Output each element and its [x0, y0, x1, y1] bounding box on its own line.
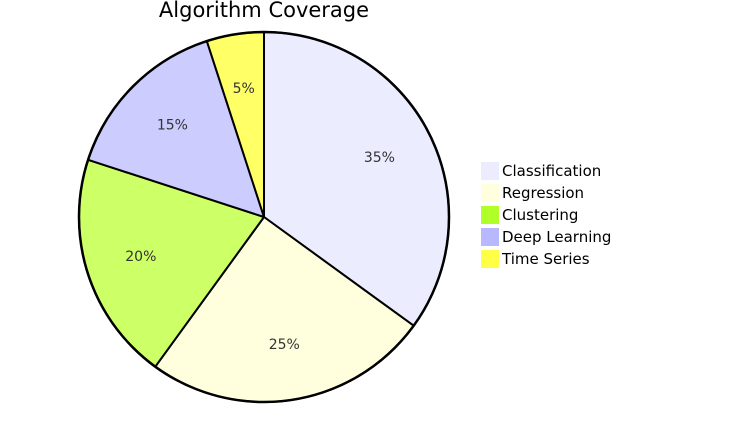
legend-label-regression: Regression	[502, 184, 584, 202]
pie-slices	[78, 31, 450, 403]
legend-swatch-clustering	[481, 206, 499, 224]
slice-label-time-series: 5%	[233, 81, 255, 97]
legend-label-deep-learning: Deep Learning	[502, 228, 611, 246]
legend-swatch-regression	[481, 184, 499, 202]
legend-label-classification: Classification	[502, 162, 601, 180]
legend-label-clustering: Clustering	[502, 206, 578, 224]
legend: Classification Regression Clustering Deep L…	[481, 162, 611, 268]
chart-title: Algorithm Coverage	[159, 0, 369, 22]
slice-label-clustering: 20%	[125, 249, 156, 265]
legend-swatch-time-series	[481, 250, 499, 268]
legend-swatch-deep-learning	[481, 228, 499, 246]
slice-labels: 35% 25% 20% 15% 5%	[125, 81, 395, 353]
slice-label-regression: 25%	[269, 337, 300, 353]
slice-label-deep-learning: 15%	[157, 117, 188, 133]
legend-label-time-series: Time Series	[501, 250, 590, 268]
slice-label-classification: 35%	[364, 150, 395, 166]
legend-swatch-classification	[481, 162, 499, 180]
pie-outline	[77, 30, 451, 404]
